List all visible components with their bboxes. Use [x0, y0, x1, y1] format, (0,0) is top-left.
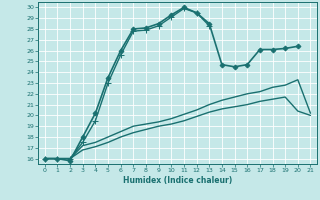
X-axis label: Humidex (Indice chaleur): Humidex (Indice chaleur) [123, 176, 232, 185]
